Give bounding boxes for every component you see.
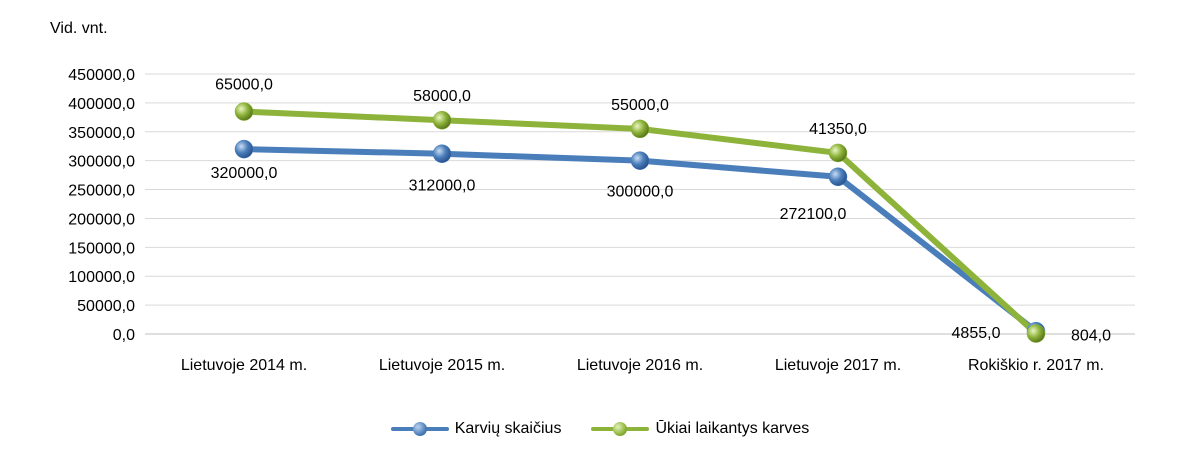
data-point-series-2 xyxy=(234,102,254,121)
y-tick-label: 400000,0 xyxy=(68,96,135,113)
legend-item-karviu-skaicius: Karvių skaičius xyxy=(390,420,562,438)
data-label-series-1: 272100,0 xyxy=(780,206,847,223)
data-point-series-1 xyxy=(630,151,650,170)
data-label-series-2: 804,0 xyxy=(1071,328,1111,345)
data-label-series-2: 41350,0 xyxy=(809,121,867,138)
x-tick-label: Lietuvoje 2016 m. xyxy=(577,357,703,374)
data-point-series-2 xyxy=(1026,324,1046,343)
legend-label-series-1: Karvių skaičius xyxy=(454,420,562,437)
y-tick-label: 0,0 xyxy=(113,327,135,344)
data-label-series-2: 58000,0 xyxy=(413,88,471,105)
series-line-2 xyxy=(241,108,1039,337)
legend-label-series-2: Ūkiai laikantys karves xyxy=(655,420,810,437)
x-tick-label: Lietuvoje 2014 m. xyxy=(181,357,307,374)
y-tick-label: 250000,0 xyxy=(68,183,135,200)
data-label-series-1: 320000,0 xyxy=(211,165,278,182)
data-point-series-1 xyxy=(432,144,452,163)
data-point-series-2 xyxy=(828,143,848,163)
data-point-series-2 xyxy=(630,119,650,139)
y-tick-label: 450000,0 xyxy=(68,67,135,84)
x-tick-label: Lietuvoje 2015 m. xyxy=(379,357,505,374)
legend: Karvių skaičius Ūkiai laikantys karves xyxy=(0,420,1200,438)
y-tick-label: 350000,0 xyxy=(68,125,135,142)
y-axis-title: Vid. vnt. xyxy=(50,20,108,37)
legend-marker-blue-icon xyxy=(390,422,449,436)
data-point-series-2 xyxy=(432,110,452,130)
data-label-series-2: 65000,0 xyxy=(215,77,273,94)
data-point-series-1 xyxy=(234,139,254,159)
data-label-series-1: 300000,0 xyxy=(607,184,674,201)
data-label-series-1: 312000,0 xyxy=(409,178,476,195)
y-tick-label: 100000,0 xyxy=(68,269,135,286)
x-tick-label: Rokiškio r. 2017 m. xyxy=(968,357,1104,374)
line-chart: 0,0 50000,0 100000,0 150000,0 200000,0 250000… xyxy=(68,67,1135,374)
legend-item-ukiai: Ūkiai laikantys karves xyxy=(591,420,809,438)
series-line-1 xyxy=(241,146,1039,335)
data-point-series-1 xyxy=(828,167,848,187)
y-tick-label: 200000,0 xyxy=(68,211,135,228)
data-label-series-2: 55000,0 xyxy=(611,97,669,114)
y-tick-label: 300000,0 xyxy=(68,154,135,171)
legend-marker-green-icon xyxy=(591,422,650,436)
y-tick-label: 150000,0 xyxy=(68,240,135,257)
data-label-series-1: 4855,0 xyxy=(952,325,1001,342)
y-tick-label: 50000,0 xyxy=(77,298,135,315)
x-tick-label: Lietuvoje 2017 m. xyxy=(775,357,901,374)
